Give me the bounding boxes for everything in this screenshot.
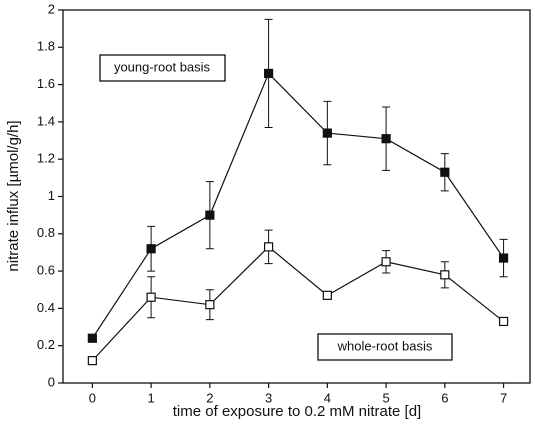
x-tick-label: 4 [324, 390, 331, 405]
data-point [205, 210, 215, 220]
y-tick-label: 0 [48, 374, 55, 389]
data-point [205, 300, 215, 310]
series-line [91, 72, 505, 339]
x-tick-label: 0 [89, 390, 96, 405]
y-tick-label: 1 [48, 188, 55, 203]
data-point [322, 290, 332, 300]
series-label: young-root basis [114, 59, 211, 74]
data-point [498, 253, 509, 263]
y-tick-label: 0.8 [37, 225, 55, 240]
series-line [91, 246, 504, 362]
data-point [146, 244, 156, 254]
y-tick-label: 0.4 [37, 300, 55, 315]
data-point [87, 356, 97, 366]
data-point [263, 242, 274, 252]
y-axis-label: nitrate influx [µmol/g/h] [5, 120, 22, 271]
data-point [322, 128, 332, 138]
series-label: whole-root basis [337, 338, 433, 353]
annotation-box [99, 54, 226, 82]
data-point [440, 270, 450, 280]
y-tick-label: 1.4 [37, 113, 55, 128]
data-point [381, 134, 391, 144]
annotation-box [317, 333, 453, 361]
x-axis-label: time of exposure to 0.2 mM nitrate [d] [173, 403, 421, 420]
x-tick-label: 5 [382, 390, 389, 405]
y-tick-label: 1.8 [37, 39, 55, 54]
x-tick-label: 7 [500, 390, 507, 405]
data-point [440, 167, 450, 177]
data-point [381, 257, 391, 267]
data-point [263, 68, 274, 79]
y-tick-label: 0.2 [37, 337, 55, 352]
x-tick-label: 6 [441, 390, 448, 405]
data-point [87, 333, 97, 343]
x-tick-label: 1 [147, 390, 154, 405]
data-point [146, 292, 156, 302]
data-point [498, 316, 509, 327]
y-tick-label: 2 [48, 1, 55, 16]
y-tick-label: 0.6 [37, 263, 55, 278]
x-tick-label: 3 [265, 390, 272, 405]
y-tick-label: 1.6 [37, 76, 55, 91]
y-tick-label: 1.2 [37, 151, 55, 166]
x-tick-label: 2 [206, 390, 213, 405]
